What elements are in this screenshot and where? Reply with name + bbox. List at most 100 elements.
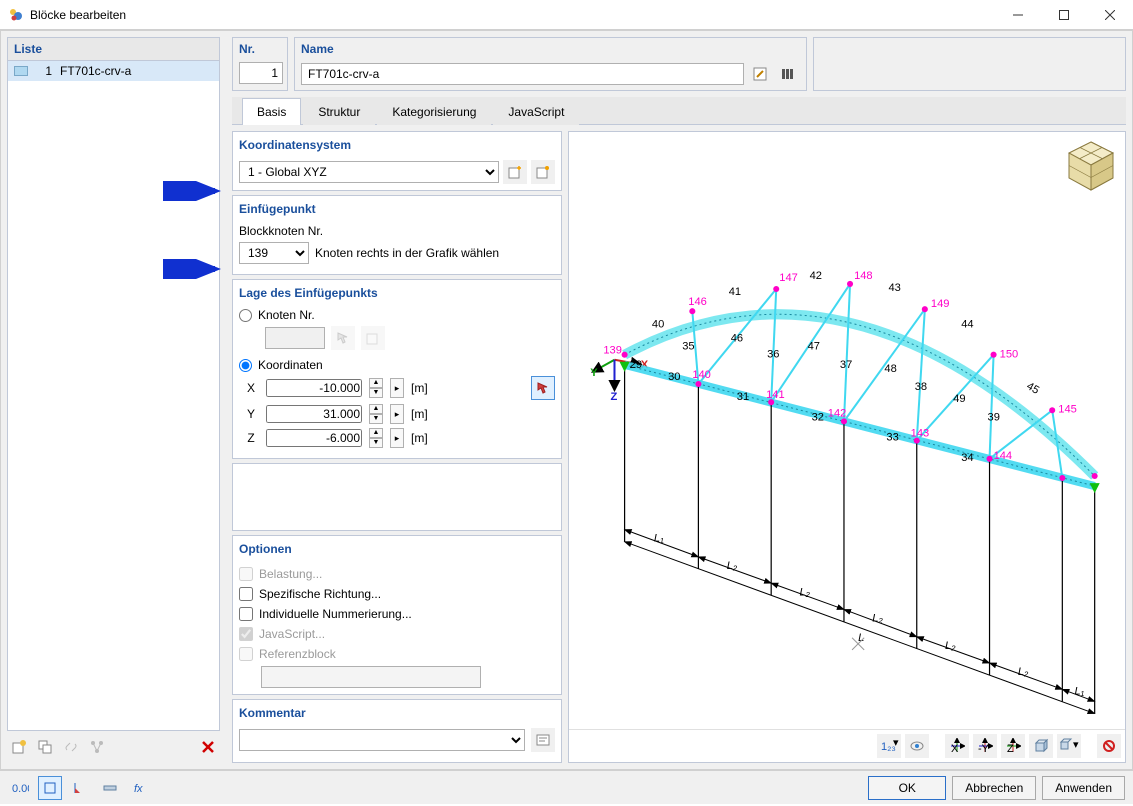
bb-fx-button[interactable]: fx (128, 776, 152, 800)
spacer-group (232, 463, 562, 531)
svg-text:139: 139 (603, 345, 622, 357)
kommentar-edit-button[interactable] (531, 728, 555, 752)
z-spinner[interactable]: ▲▼ (369, 428, 383, 448)
svg-text:30: 30 (668, 371, 680, 383)
y-spinner[interactable]: ▲▼ (369, 404, 383, 424)
x-label: X (239, 381, 263, 395)
delete-button[interactable] (196, 735, 220, 759)
svg-text:0.00: 0.00 (12, 783, 29, 795)
list-header: Liste (7, 37, 220, 61)
radio-koord-row[interactable]: Koordinaten (239, 358, 555, 372)
copy-block-button[interactable] (33, 735, 57, 759)
tab-javascript[interactable]: JavaScript (493, 98, 579, 125)
ok-button[interactable]: OK (868, 776, 946, 800)
knoten-nr-input (265, 327, 325, 349)
app-icon (8, 7, 24, 23)
edit-name-button[interactable] (748, 62, 772, 86)
nav-cube[interactable] (1063, 138, 1119, 194)
radio-knoten[interactable] (239, 309, 252, 322)
chk-spez-row[interactable]: Spezifische Richtung... (239, 584, 555, 604)
vt-reset-button[interactable] (1097, 734, 1121, 758)
minimize-button[interactable] (995, 0, 1041, 30)
tab-struktur[interactable]: Struktur (303, 98, 375, 125)
svg-text:fx: fx (134, 783, 143, 795)
tabs: Basis Struktur Kategorisierung JavaScrip… (232, 97, 1126, 125)
properties-column: Koordinatensystem 1 - Global XYZ Einfüge… (232, 131, 562, 763)
chk-indiv[interactable] (239, 607, 253, 621)
vt-view-x-button[interactable]: X (945, 734, 969, 758)
pick-coord-button[interactable] (531, 376, 555, 400)
vt-display-button[interactable] (905, 734, 929, 758)
name-input[interactable] (301, 63, 744, 85)
svg-text:L₂: L₂ (727, 560, 738, 572)
bb-support-button[interactable] (68, 776, 92, 800)
y-input[interactable] (266, 405, 362, 423)
bb-member-button[interactable] (98, 776, 122, 800)
svg-text:Z: Z (610, 391, 617, 403)
z-step-button[interactable]: ▸ (390, 428, 404, 448)
vt-style-button[interactable]: ▾ (1057, 734, 1081, 758)
link-button (59, 735, 83, 759)
list-item[interactable]: 1 FT701c-crv-a (8, 61, 219, 81)
blockknoten-select[interactable]: 139 (239, 242, 309, 264)
ref-input (261, 666, 481, 688)
svg-text:47: 47 (808, 341, 820, 353)
library-button[interactable] (776, 62, 800, 86)
tab-kategorisierung[interactable]: Kategorisierung (377, 98, 491, 125)
svg-text:144: 144 (994, 450, 1013, 462)
svg-text:-Y: -Y (978, 743, 990, 754)
svg-text:149: 149 (931, 298, 950, 310)
x-spinner[interactable]: ▲▼ (369, 378, 383, 398)
chk-ref-row: Referenzblock (239, 644, 555, 664)
z-unit: [m] (411, 431, 435, 445)
svg-text:140: 140 (692, 369, 711, 381)
chk-indiv-row[interactable]: Individuelle Nummerierung... (239, 604, 555, 624)
left-panel: Liste 1 FT701c-crv-a (1, 31, 226, 769)
svg-text:41: 41 (729, 286, 741, 298)
bb-frame-button[interactable] (38, 776, 62, 800)
tree-button (85, 735, 109, 759)
viewport[interactable]: X Y Z (569, 132, 1125, 729)
cs-edit-button[interactable] (531, 160, 555, 184)
viewport-column: X Y Z (568, 131, 1126, 763)
group-insertpoint: Einfügepunkt Blockknoten Nr. 139 Knoten … (232, 195, 562, 275)
bb-units-button[interactable]: 0.00 (8, 776, 32, 800)
cancel-button[interactable]: Abbrechen (952, 776, 1036, 800)
vt-iso-button[interactable] (1029, 734, 1053, 758)
svg-text:L₂: L₂ (1018, 666, 1029, 678)
nr-label: Nr. (239, 42, 281, 56)
radio-knoten-row[interactable]: Knoten Nr. (239, 308, 555, 322)
svg-text:L₂: L₂ (872, 613, 883, 625)
svg-text:X: X (951, 743, 959, 754)
apply-button[interactable]: Anwenden (1042, 776, 1125, 800)
z-input[interactable] (266, 429, 362, 447)
svg-text:40: 40 (652, 318, 664, 330)
new-block-button[interactable] (7, 735, 31, 759)
vt-numbering-button[interactable]: 1₂₃▾ (877, 734, 901, 758)
list-item-number: 1 (34, 64, 52, 78)
x-input[interactable] (266, 379, 362, 397)
header-row: Nr. Name (232, 37, 1126, 91)
tab-basis[interactable]: Basis (242, 98, 301, 125)
radio-koordinaten[interactable] (239, 359, 252, 372)
maximize-button[interactable] (1041, 0, 1087, 30)
z-label: Z (239, 431, 263, 445)
svg-text:44: 44 (961, 318, 973, 330)
x-step-button[interactable]: ▸ (390, 378, 404, 398)
nr-input[interactable] (239, 62, 283, 84)
vt-view-z-button[interactable]: Z (1001, 734, 1025, 758)
y-step-button[interactable]: ▸ (390, 404, 404, 424)
block-list[interactable]: 1 FT701c-crv-a (7, 61, 220, 731)
kommentar-select[interactable] (239, 729, 525, 751)
chk-spez[interactable] (239, 587, 253, 601)
right-panel: Nr. Name Basis Struktur Kategorisierung … (226, 31, 1132, 769)
insert-title: Einfügepunkt (239, 202, 555, 216)
y-label: Y (239, 407, 263, 421)
svg-text:37: 37 (840, 359, 852, 371)
cs-select[interactable]: 1 - Global XYZ (239, 161, 499, 183)
blockknoten-label: Blockknoten Nr. (239, 224, 555, 238)
close-button[interactable] (1087, 0, 1133, 30)
cs-new-button[interactable] (503, 160, 527, 184)
vt-view-y-button[interactable]: -Y (973, 734, 997, 758)
svg-text:36: 36 (767, 349, 779, 361)
